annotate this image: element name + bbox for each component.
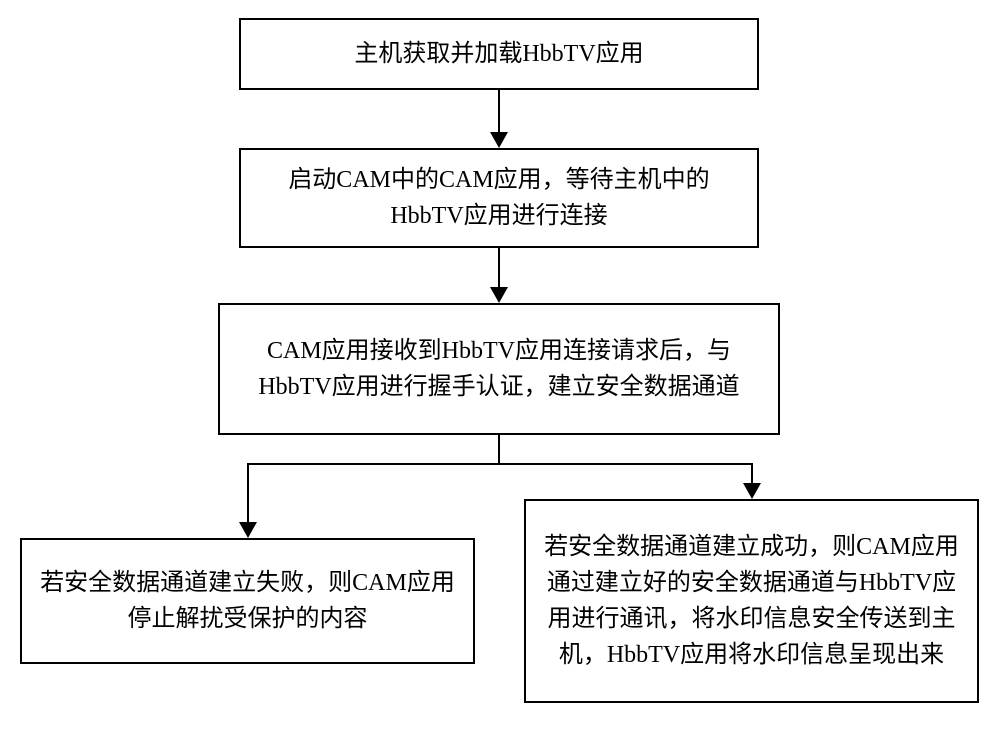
arrow-3-right-v xyxy=(751,463,753,483)
arrow-1-line xyxy=(498,90,500,132)
arrow-3-right-head xyxy=(743,483,761,499)
flow-node-4-text: 若安全数据通道建立失败，则CAM应用停止解扰受保护的内容 xyxy=(38,565,457,637)
flow-node-3-text: CAM应用接收到HbbTV应用连接请求后，与HbbTV应用进行握手认证，建立安全… xyxy=(236,333,762,405)
flow-node-2-text: 启动CAM中的CAM应用，等待主机中的HbbTV应用进行连接 xyxy=(257,162,741,234)
arrow-3-left-head xyxy=(239,522,257,538)
arrow-3-left-v xyxy=(247,463,249,522)
flow-node-1-text: 主机获取并加载HbbTV应用 xyxy=(354,36,643,72)
flow-node-1: 主机获取并加载HbbTV应用 xyxy=(239,18,759,90)
arrow-3-hbar xyxy=(247,463,753,465)
flow-node-2: 启动CAM中的CAM应用，等待主机中的HbbTV应用进行连接 xyxy=(239,148,759,248)
arrow-2-line xyxy=(498,248,500,287)
flow-node-5-text: 若安全数据通道建立成功，则CAM应用通过建立好的安全数据通道与HbbTV应用进行… xyxy=(542,529,961,673)
arrow-3-stub xyxy=(498,435,500,464)
flow-node-5: 若安全数据通道建立成功，则CAM应用通过建立好的安全数据通道与HbbTV应用进行… xyxy=(524,499,979,703)
flow-node-4: 若安全数据通道建立失败，则CAM应用停止解扰受保护的内容 xyxy=(20,538,475,664)
arrow-2-head xyxy=(490,287,508,303)
arrow-1-head xyxy=(490,132,508,148)
flow-node-3: CAM应用接收到HbbTV应用连接请求后，与HbbTV应用进行握手认证，建立安全… xyxy=(218,303,780,435)
